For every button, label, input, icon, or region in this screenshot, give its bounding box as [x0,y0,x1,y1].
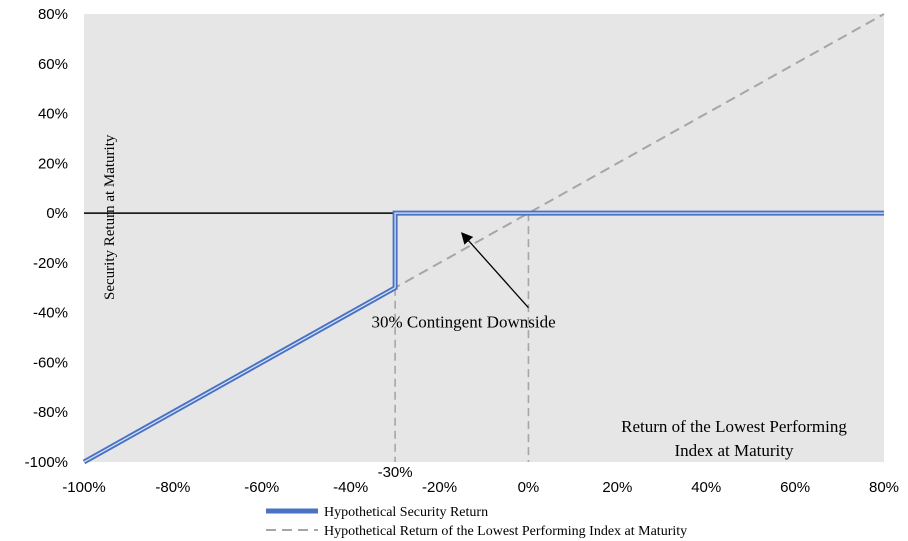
y-tick-label: -40% [33,305,68,322]
y-tick-label: -60% [33,354,68,371]
threshold-guides [394,213,530,462]
x-tick-label: 80% [869,479,899,496]
y-tick-label: 20% [38,155,68,172]
y-tick-label: 0% [46,205,68,222]
x-tick-label: -60% [244,479,279,496]
x-axis-label-line-2: Index at Maturity [675,441,794,460]
x-axis-ticks: -100% -80% -60% -40% -20% 0% 20% 40% 60% 80% [62,479,899,496]
threshold-label: -30% [378,464,413,481]
y-axis-ticks: 80% 60% 40% 20% 0% -20% -40% -60% -80% -100% [25,6,68,471]
series-layer [82,13,885,465]
x-tick-label: 60% [780,479,810,496]
y-tick-label: -100% [25,454,68,471]
x-tick-label: -100% [62,479,105,496]
x-tick-label: 40% [691,479,721,496]
x-tick-label: -40% [333,479,368,496]
y-tick-label: -20% [33,255,68,272]
y-tick-label: -80% [33,404,68,421]
x-tick-label: 20% [602,479,632,496]
x-tick-label: -80% [155,479,190,496]
annotation-arrow [460,232,529,309]
x-axis-label-line-1: Return of the Lowest Performing [621,417,847,436]
legend-label-security-return: Hypothetical Security Return [324,505,488,520]
series-line-security-return-highlight [83,212,884,463]
y-tick-label: 60% [38,56,68,73]
y-tick-label: 80% [38,6,68,23]
legend-label-index-return: Hypothetical Return of the Lowest Perfor… [324,524,687,539]
x-tick-label: -20% [422,479,457,496]
x-tick-label: 0% [518,479,540,496]
annotation-contingent-downside: 30% Contingent Downside [371,313,555,332]
legend: Hypothetical Security Return Hypothetical… [266,505,687,539]
annotation-layer: 30% Contingent Downside -30% [371,232,556,481]
y-axis-label: Security Return at Maturity [102,134,118,300]
y-tick-label: 40% [38,106,68,123]
